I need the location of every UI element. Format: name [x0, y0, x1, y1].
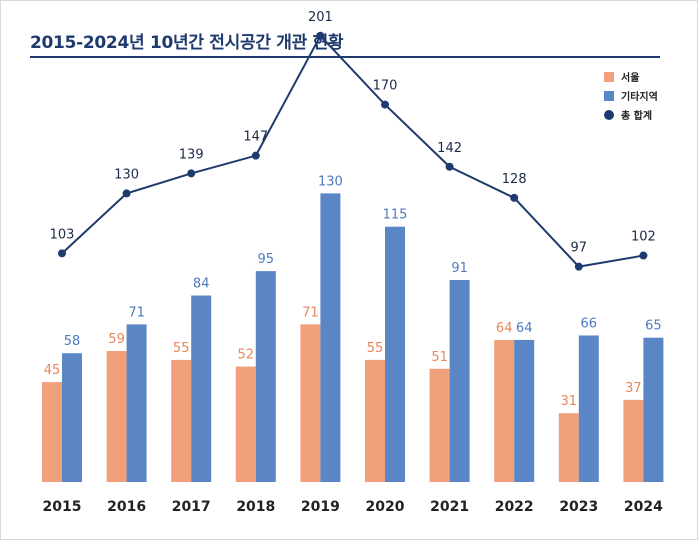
bar-seoul-2022	[494, 339, 515, 482]
label-other-2022: 64	[516, 321, 533, 336]
label-seoul-2016: 59	[108, 332, 125, 347]
label-total-2022: 128	[502, 172, 527, 187]
chart-title: 2015-2024년 10년간 전시공간 개관 현황	[30, 33, 344, 53]
bar-other-2019	[320, 193, 341, 482]
total-point-2023	[574, 262, 583, 271]
bar-seoul-2019	[300, 324, 321, 482]
total-point-2021	[445, 162, 454, 171]
legend-label-1: 기타지역	[621, 90, 658, 103]
label-seoul-2023: 31	[561, 394, 578, 409]
bar-seoul-2018	[235, 366, 256, 482]
bar-other-2015	[62, 353, 82, 482]
label-total-2019: 201	[308, 10, 333, 25]
total-point-2024	[639, 251, 648, 260]
label-total-2021: 142	[437, 141, 462, 156]
total-point-2020	[381, 100, 389, 109]
label-seoul-2018: 52	[238, 348, 255, 363]
bar-seoul-2015	[42, 382, 62, 482]
bar-seoul-2020	[365, 359, 385, 482]
total-point-2015	[58, 249, 66, 258]
bar-seoul-2024	[623, 399, 644, 482]
x-tick-label-2016: 2016	[107, 499, 146, 515]
label-other-2017: 84	[193, 277, 210, 292]
x-tick-label-2018: 2018	[236, 499, 275, 515]
total-point-2019	[316, 31, 325, 40]
x-tick-label-2019: 2019	[301, 499, 340, 515]
x-tick-label-2022: 2022	[495, 499, 534, 515]
bar-other-2017	[191, 295, 212, 482]
label-other-2024: 65	[645, 319, 662, 334]
bar-other-2023	[578, 335, 599, 482]
label-total-2020: 170	[373, 79, 398, 94]
total-point-2018	[251, 151, 260, 160]
total-point-2022	[510, 193, 519, 202]
bar-seoul-2023	[558, 413, 579, 482]
bar-other-2024	[643, 337, 664, 482]
bar-other-2020	[385, 226, 405, 482]
label-seoul-2024: 37	[625, 381, 642, 396]
bar-other-2016	[126, 324, 147, 482]
label-total-2015: 103	[50, 227, 75, 242]
label-total-2016: 130	[114, 167, 139, 182]
label-total-2024: 102	[631, 230, 656, 245]
x-tick-label-2017: 2017	[172, 499, 211, 515]
label-seoul-2022: 64	[496, 321, 513, 336]
label-other-2018: 95	[258, 252, 275, 267]
legend-label-0: 서울	[621, 71, 639, 84]
label-other-2020: 115	[383, 208, 408, 223]
title-underline	[30, 56, 660, 58]
bar-other-2018	[255, 271, 276, 482]
label-other-2021: 91	[451, 261, 468, 276]
label-seoul-2015: 45	[44, 363, 61, 378]
bar-seoul-2016	[106, 351, 127, 482]
x-tick-label-2015: 2015	[43, 499, 82, 515]
label-total-2017: 139	[179, 147, 204, 162]
label-other-2015: 58	[64, 334, 81, 349]
label-seoul-2017: 55	[173, 341, 190, 356]
legend-swatch-other	[604, 91, 614, 101]
bar-other-2021	[449, 279, 470, 482]
label-total-2023: 97	[571, 241, 588, 256]
bar-seoul-2021	[429, 368, 450, 482]
x-tick-label-2023: 2023	[559, 499, 598, 515]
x-tick-label-2020: 2020	[366, 499, 405, 515]
legend-swatch-seoul	[604, 72, 614, 82]
total-point-2016	[122, 189, 131, 198]
label-seoul-2019: 71	[302, 305, 319, 320]
label-other-2023: 66	[581, 316, 598, 331]
bar-seoul-2017	[171, 359, 192, 482]
total-line	[61, 34, 644, 268]
label-other-2016: 71	[128, 305, 145, 320]
label-other-2019: 130	[318, 174, 343, 189]
label-total-2018: 147	[243, 130, 268, 145]
legend-label-2: 총 합계	[621, 109, 652, 122]
label-seoul-2021: 51	[431, 350, 448, 365]
legend-marker-total	[604, 110, 614, 120]
x-tick-label-2021: 2021	[430, 499, 469, 515]
x-tick-label-2024: 2024	[624, 499, 663, 515]
total-point-2017	[187, 169, 196, 178]
bar-other-2022	[514, 339, 535, 482]
label-seoul-2020: 55	[367, 341, 384, 356]
